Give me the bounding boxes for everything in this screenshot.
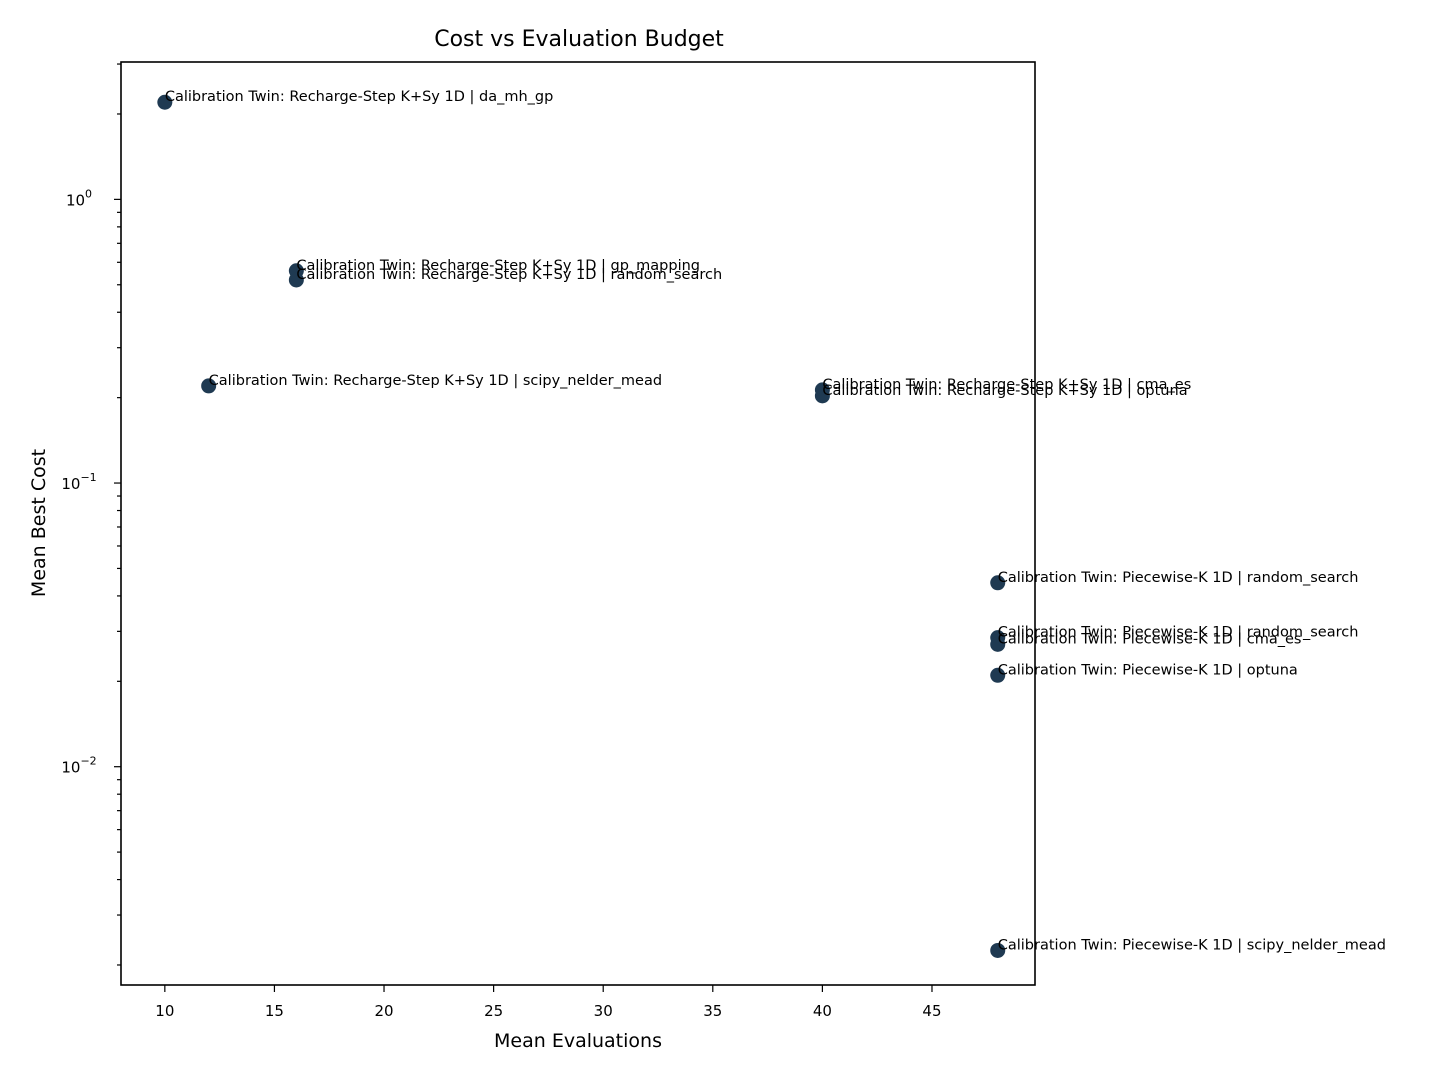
data-point-label: Calibration Twin: Piecewise-K 1D | scipy… xyxy=(998,937,1386,953)
x-axis-label: Mean Evaluations xyxy=(494,1030,662,1052)
x-axis: 10 15 20 25 30 35 40 45 xyxy=(155,985,942,1020)
data-point xyxy=(990,636,1006,652)
x-tick-label: 30 xyxy=(594,1002,613,1020)
data-point-label: Calibration Twin: Recharge-Step K+Sy 1D … xyxy=(296,258,700,274)
data-point xyxy=(288,272,304,288)
data-point xyxy=(990,942,1006,958)
x-tick-label: 40 xyxy=(813,1002,832,1020)
data-point-label: Calibration Twin: Recharge-Step K+Sy 1D … xyxy=(822,377,1191,393)
data-point xyxy=(201,378,217,394)
data-point-label: Calibration Twin: Recharge-Step K+Sy 1D … xyxy=(209,373,662,389)
data-point xyxy=(990,667,1006,683)
data-labels: Calibration Twin: Recharge-Step K+Sy 1D … xyxy=(165,89,1386,953)
data-point-label: Calibration Twin: Piecewise-K 1D | optun… xyxy=(998,662,1298,678)
data-point-label: Calibration Twin: Piecewise-K 1D | rando… xyxy=(998,570,1359,586)
plot-area-frame xyxy=(120,61,1036,986)
chart-title: Cost vs Evaluation Budget xyxy=(434,27,724,52)
x-tick-label: 25 xyxy=(484,1002,503,1020)
data-point xyxy=(814,388,830,404)
data-point xyxy=(157,94,173,110)
x-tick-label: 10 xyxy=(155,1002,174,1020)
y-axis: 100 10−1 10−2 xyxy=(61,63,121,966)
x-tick-label: 35 xyxy=(703,1002,722,1020)
x-tick-label: 15 xyxy=(265,1002,284,1020)
y-tick-label: 100 xyxy=(66,187,92,209)
y-tick-label: 10−2 xyxy=(61,755,96,777)
data-points xyxy=(157,94,1006,958)
y-tick-label: 10−1 xyxy=(61,471,96,493)
x-tick-label: 45 xyxy=(922,1002,941,1020)
data-point-label: Calibration Twin: Piecewise-K 1D | cma_e… xyxy=(998,631,1302,647)
data-point xyxy=(990,575,1006,591)
x-tick-label: 20 xyxy=(374,1002,393,1020)
data-point-label: Calibration Twin: Piecewise-K 1D | rando… xyxy=(998,625,1359,641)
data-point-label: Calibration Twin: Recharge-Step K+Sy 1D … xyxy=(822,383,1187,399)
y-axis-label: Mean Best Cost xyxy=(28,449,50,597)
data-point-label: Calibration Twin: Recharge-Step K+Sy 1D … xyxy=(165,89,553,105)
data-point-label: Calibration Twin: Recharge-Step K+Sy 1D … xyxy=(296,267,722,283)
